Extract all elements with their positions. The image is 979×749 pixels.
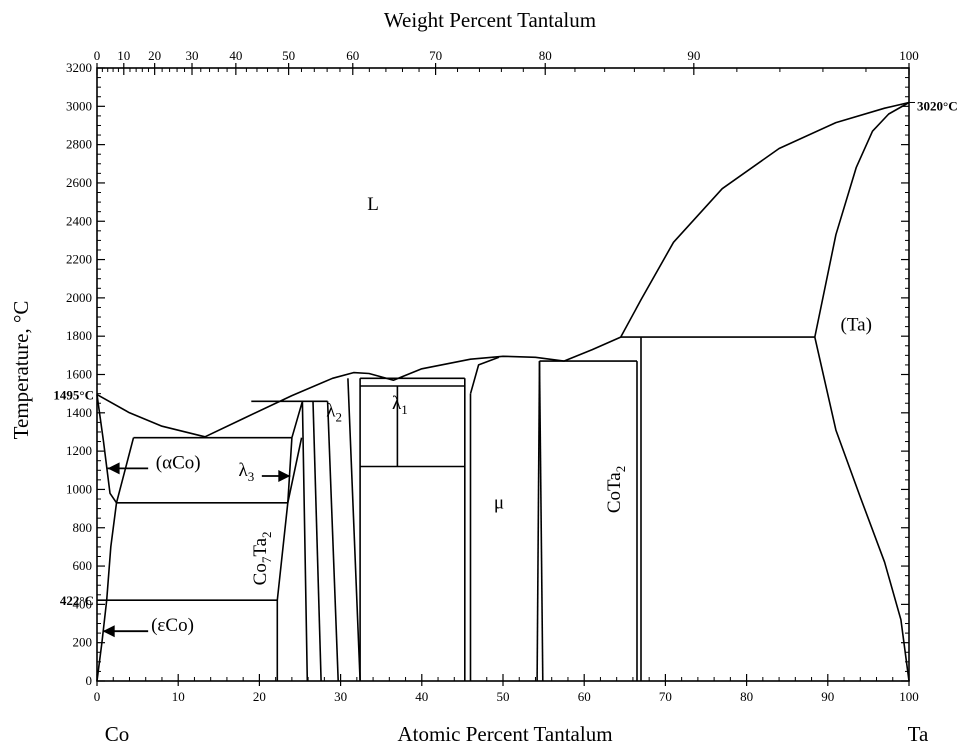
annotation-left: 1495°C <box>53 388 94 403</box>
arrow-l3-head <box>278 470 291 482</box>
boundary-alpha-co <box>96 394 118 504</box>
arrow-eco-head <box>102 625 115 638</box>
x-tick-label: 0 <box>94 689 101 704</box>
boundary-co7ta2 <box>287 437 303 503</box>
phase-label-L: L <box>367 194 379 215</box>
phase-label-co7ta2: Co7Ta2 <box>250 531 274 585</box>
y-tick-label: 3200 <box>66 60 92 75</box>
y-tick-label: 2000 <box>66 290 92 305</box>
x-tick-label: 30 <box>334 689 347 704</box>
x2-tick-label: 60 <box>346 48 359 63</box>
x-tick-label: 80 <box>740 689 753 704</box>
boundary-lambda2 <box>326 401 339 682</box>
y-tick-label: 0 <box>86 673 93 688</box>
annotation-left: 422°C <box>60 593 94 608</box>
x-tick-label: 20 <box>253 689 266 704</box>
boundary-lambda2 <box>312 401 322 682</box>
y-tick-label: 800 <box>73 520 93 535</box>
phase-boundaries <box>96 101 910 682</box>
x-tick-label: 10 <box>172 689 185 704</box>
x-tick-label: 60 <box>578 689 591 704</box>
x2-tick-label: 40 <box>229 48 242 63</box>
boundary-cota2 <box>538 361 544 682</box>
axis-ticks: 0 10 20 30 40 50 60 70 80 90 1000 10 20 30 40 50 60 70 80 9… <box>66 48 919 704</box>
boundary-mu <box>536 361 541 682</box>
x2-tick-label: 90 <box>687 48 700 63</box>
phase-label-ecoq: (εCo) <box>151 615 194 636</box>
x2-tick-label: 20 <box>148 48 161 63</box>
boundary-solvus <box>814 336 910 682</box>
y-tick-label: 1000 <box>66 481 92 496</box>
y-tick-label: 2800 <box>66 137 92 152</box>
bottom-axis-title: Atomic Percent Tantalum <box>397 722 612 746</box>
top-axis-title: Weight Percent Tantalum <box>384 8 596 32</box>
arrows <box>102 462 291 638</box>
y-tick-label: 2400 <box>66 213 92 228</box>
phase-label-mu: μ <box>494 493 504 514</box>
y-tick-label: 1200 <box>66 443 92 458</box>
x2-tick-label: 10 <box>117 48 130 63</box>
y-tick-label: 2600 <box>66 175 92 190</box>
y-tick-label: 600 <box>73 558 93 573</box>
x2-tick-label: 0 <box>94 48 101 63</box>
x-tick-label: 50 <box>497 689 510 704</box>
phase-label-lambda1: λ1 <box>392 393 408 417</box>
arrow-aco-head <box>107 462 120 475</box>
element-label-ta: Ta <box>908 722 929 746</box>
y-axis-title: Temperature, °C <box>9 301 33 440</box>
x2-tick-label: 50 <box>282 48 295 63</box>
x2-tick-label: 30 <box>186 48 199 63</box>
y-tick-label: 200 <box>73 635 93 650</box>
x2-tick-label: 80 <box>539 48 552 63</box>
x-tick-label: 40 <box>415 689 428 704</box>
boundary-eps-co <box>96 502 118 682</box>
phase-label-lambda2: λ2 <box>326 401 342 425</box>
x-tick-label: 90 <box>821 689 834 704</box>
phase-labels: L (Ta) μ (αCo) (εCo) λ1 λ2 λ3 Co7Ta2 CoTa2 <box>151 194 872 636</box>
phase-label-cota2: CoTa2 <box>604 466 628 513</box>
y-tick-label: 2200 <box>66 252 92 267</box>
boundary-co7ta2 <box>291 400 309 682</box>
boundary-mu <box>469 356 500 394</box>
y-tick-label: 400 <box>73 596 93 611</box>
y-tick-label: 1600 <box>66 367 92 382</box>
x-tick-label: 100 <box>899 689 919 704</box>
y-tick-label: 1400 <box>66 405 92 420</box>
x2-tick-label: 70 <box>429 48 442 63</box>
phase-label-ta: (Ta) <box>841 314 872 335</box>
boundary-liquidus <box>96 101 910 438</box>
boundary-solidus <box>814 101 910 338</box>
annotation-right: 3020°C <box>917 98 958 113</box>
boundary-lambda3-region <box>115 437 135 504</box>
plot-frame <box>96 67 910 682</box>
temperature-annotations: 1495°C 422°C 3020°C <box>53 98 957 608</box>
element-label-co: Co <box>105 722 130 746</box>
phase-label-acoq: (αCo) <box>156 452 201 473</box>
boundary-lambda2 <box>347 378 361 682</box>
x2-tick-label: 100 <box>899 48 919 63</box>
y-tick-label: 3000 <box>66 98 92 113</box>
y-tick-label: 1800 <box>66 328 92 343</box>
phase-label-lambda3: λ3 <box>239 460 255 484</box>
x-tick-label: 70 <box>659 689 672 704</box>
boundary-lambda3-region <box>276 437 293 681</box>
